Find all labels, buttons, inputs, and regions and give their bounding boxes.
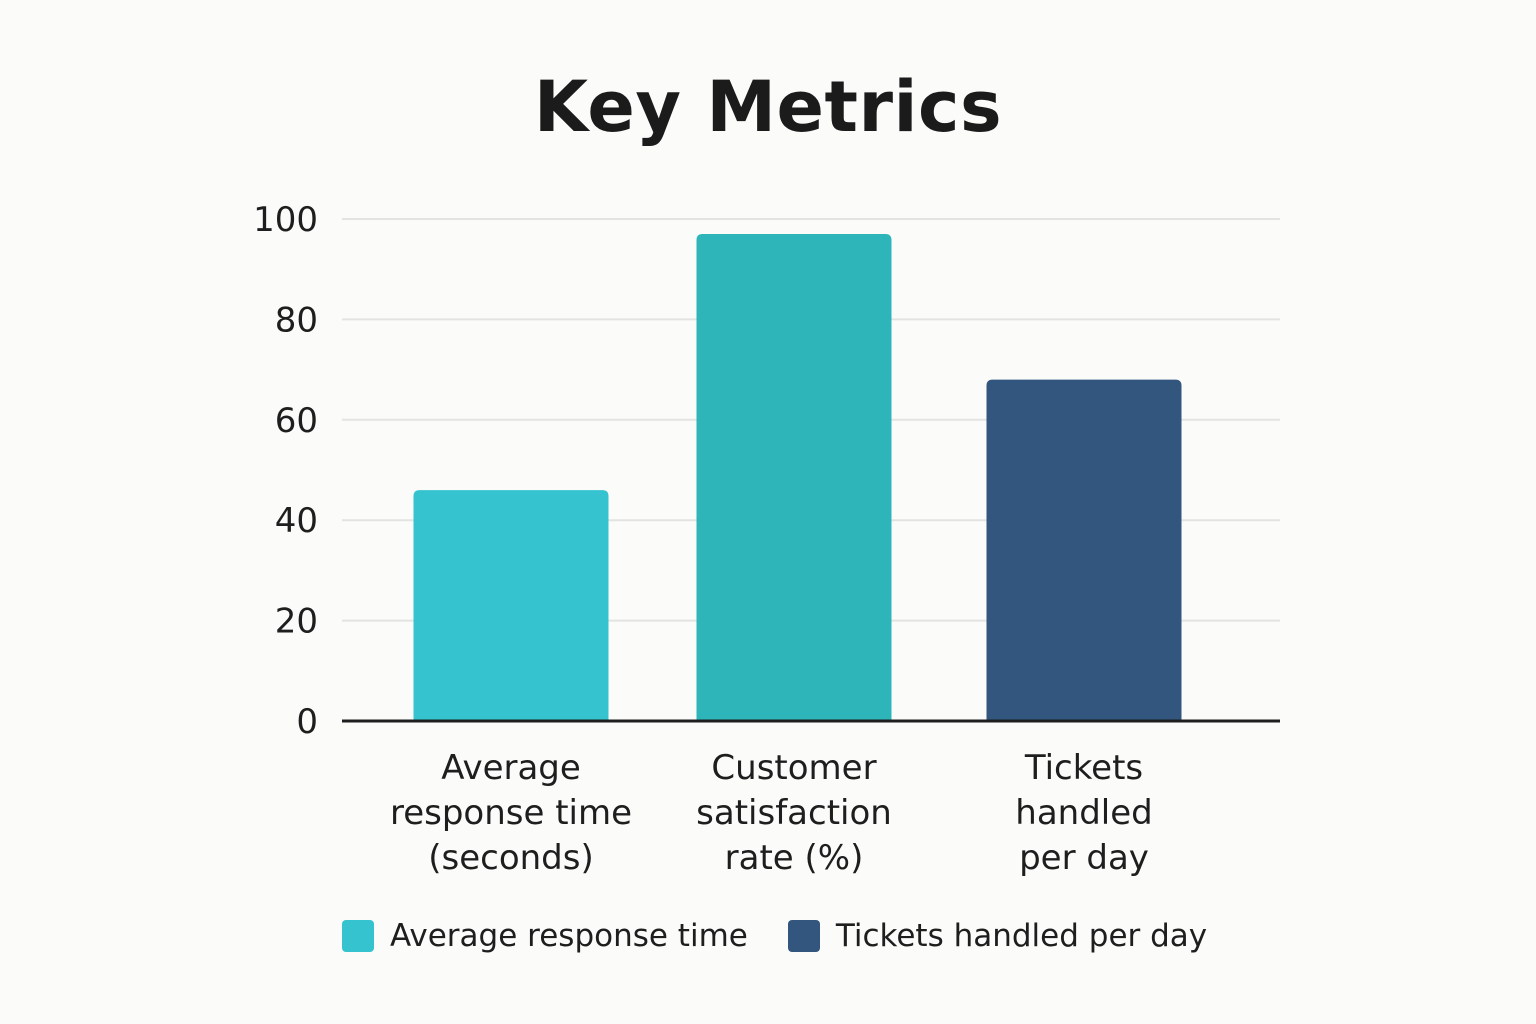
y-tick-label-40: 40 [275,501,318,541]
x-label-average-response-time: Average response time (seconds) [390,748,632,878]
x-label-average-response-time-line-1: Average [441,748,581,788]
legend-label-average-response-time: Average response time [390,918,748,954]
x-label-customer-satisfaction: Customer satisfaction rate (%) [696,748,892,878]
x-label-tickets-handled: Tickets handled per day [1015,748,1152,878]
x-label-customer-satisfaction-line-1: Customer [711,748,876,788]
legend-item-average-response-time[interactable]: Average response time [342,918,748,954]
bar-customer-satisfaction[interactable] [696,234,892,721]
x-label-average-response-time-line-3: (seconds) [428,838,594,878]
legend: Average response time Tickets handled pe… [342,914,1247,958]
legend-swatch-tickets-handled [787,920,820,952]
x-label-customer-satisfaction-line-2: satisfaction [696,793,892,833]
bars [413,234,1182,721]
x-label-tickets-handled-line-2: handled [1015,793,1152,833]
legend-item-tickets-handled[interactable]: Tickets handled per day [787,918,1208,954]
y-tick-label-60: 60 [275,401,318,441]
x-label-average-response-time-line-2: response time [390,793,632,833]
y-tick-label-0: 0 [296,702,318,742]
y-tick-label-20: 20 [275,602,318,642]
legend-label-tickets-handled: Tickets handled per day [835,918,1208,954]
chart-title: Key Metrics [533,66,1003,148]
x-label-tickets-handled-line-3: per day [1019,838,1149,878]
x-category-labels: Average response time (seconds) Customer sat… [390,748,1153,878]
y-tick-label-100: 100 [253,200,318,240]
x-label-tickets-handled-line-1: Tickets [1024,748,1143,788]
legend-swatch-average-response-time [342,920,374,952]
x-label-customer-satisfaction-line-3: rate (%) [725,838,864,878]
y-tick-label-80: 80 [275,300,318,340]
bar-average-response-time[interactable] [413,490,609,721]
y-tick-labels: 0 20 40 60 80 100 [253,200,318,742]
bar-tickets-handled[interactable] [986,379,1182,721]
